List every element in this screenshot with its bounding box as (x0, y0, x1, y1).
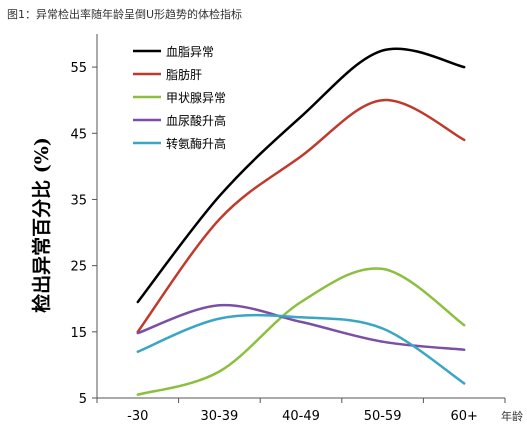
series-line-4 (136, 303, 466, 351)
y-tick-label: 5 (79, 392, 87, 407)
x-tick-label: 60+ (450, 409, 477, 424)
y-tick-label: 15 (70, 326, 87, 341)
series-line-2 (136, 98, 466, 334)
axes (92, 34, 506, 403)
series-line-5 (136, 313, 466, 385)
series-line-1 (136, 47, 466, 304)
legend-label: 血脂异常 (166, 44, 214, 59)
series-lines (136, 47, 466, 396)
x-tick-label: 40-49 (282, 409, 320, 424)
y-tick-label: 25 (70, 260, 87, 275)
y-axis-label: 检出异常百分比 (%) (30, 137, 53, 313)
x-tick-label: -30 (127, 409, 148, 424)
legend-label: 甲状腺异常 (166, 91, 226, 105)
legend-label: 血尿酸升高 (166, 113, 226, 128)
y-tick-label: 55 (70, 61, 87, 76)
legend-label: 脂肪肝 (166, 67, 202, 82)
x-tick-label: 30-39 (201, 409, 239, 424)
series-line-3 (136, 267, 466, 396)
x-tick-label: 50-59 (364, 409, 402, 424)
y-tick-label: 35 (70, 193, 87, 208)
legend-label: 转氨酶升高 (166, 136, 226, 151)
x-axis-label: 年龄 (501, 409, 523, 423)
figure-caption: 图1：异常检出率随年龄呈倒U形趋势的体检指标 (7, 8, 243, 21)
tick-labels: 5 15 25 35 45 55 -30 30-39 40-49 50-59 60+ (70, 61, 477, 424)
y-tick-label: 45 (70, 127, 87, 142)
